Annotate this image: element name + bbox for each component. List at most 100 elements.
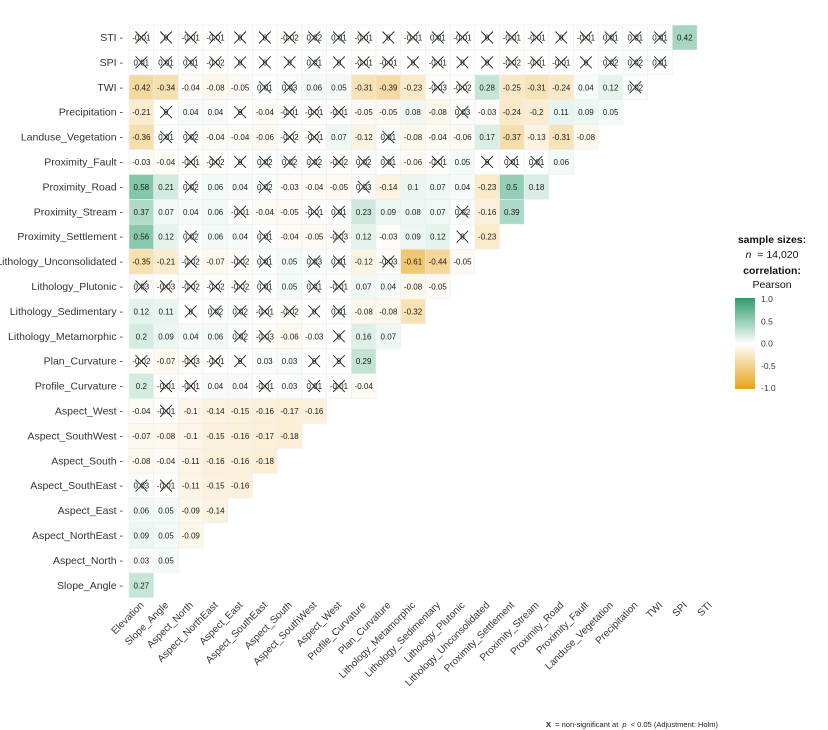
heatmap-cell: -0.08 xyxy=(128,447,155,474)
cell-value: -0.07 xyxy=(132,432,151,441)
cell-rect xyxy=(227,373,253,399)
cell-value: 0.12 xyxy=(134,307,150,316)
cell-value: -0.04 xyxy=(182,83,201,92)
non-significant-cross xyxy=(332,56,346,69)
cell-value: -0.35 xyxy=(132,258,151,267)
heatmap-cell: -0.08 xyxy=(425,99,451,125)
cell-rect xyxy=(128,572,155,598)
heatmap-cell: -0.16 xyxy=(227,447,253,474)
heatmap-cell: 0.05 xyxy=(153,497,179,524)
heatmap-cell: -0.08 xyxy=(375,298,402,325)
heatmap-cell: -0.31 xyxy=(548,124,574,150)
cell-value: -0.11 xyxy=(182,457,200,466)
cell-rect xyxy=(597,74,624,101)
heatmap-cell: 0.02 xyxy=(350,149,377,175)
non-significant-cross xyxy=(308,105,321,119)
heatmap-cell: -0.15 xyxy=(202,423,229,449)
non-significant-cross xyxy=(283,130,296,144)
heatmap-cell: -0.15 xyxy=(202,472,229,499)
cell-value: -0.06 xyxy=(404,158,423,167)
cell-value: -0.06 xyxy=(280,332,299,341)
non-significant-cross xyxy=(159,280,173,293)
y-label: Lithology_Unconsolidated - xyxy=(0,256,123,268)
heatmap-cell: 0.02 xyxy=(276,149,303,175)
heatmap-cell: 0.05 xyxy=(597,99,624,125)
heatmap-cell: -0.32 xyxy=(400,298,426,325)
heatmap-cell: 0.01 xyxy=(326,248,352,275)
cell-value: 0.2 xyxy=(136,382,148,391)
non-significant-cross xyxy=(283,155,296,169)
cell-value: -0.04 xyxy=(206,133,225,142)
cell-value: -0.06 xyxy=(256,133,275,142)
heatmap-cell: 0.04 xyxy=(202,99,229,125)
legend-tick-label: 1.0 xyxy=(761,294,773,304)
cell-value: -0.04 xyxy=(256,208,275,217)
cell-value: 0.05 xyxy=(603,108,619,117)
cell-rect xyxy=(301,174,327,200)
cell-value: -0.2 xyxy=(530,108,544,117)
cell-value: 0.08 xyxy=(405,108,421,117)
cell-value: -0.08 xyxy=(577,133,596,142)
cell-value: 0.04 xyxy=(578,83,594,92)
heatmap-cell: 0.42 xyxy=(672,24,698,51)
heatmap-cell: 0.18 xyxy=(523,174,550,200)
heatmap-cell: 0.03 xyxy=(350,174,377,200)
cell-rect xyxy=(425,199,451,225)
cell-value: 0.29 xyxy=(356,357,372,366)
cell-value: -0.1 xyxy=(184,432,198,441)
heatmap-cell: 0.06 xyxy=(548,149,574,175)
non-significant-cross xyxy=(308,305,321,318)
heatmap-cell: -0.01 xyxy=(153,373,179,399)
cell-rect xyxy=(499,174,525,200)
cell-rect xyxy=(326,74,352,101)
non-significant-cross xyxy=(431,80,444,94)
non-significant-cross xyxy=(332,230,346,243)
heatmap-cell: -0.16 xyxy=(227,472,253,499)
non-significant-cross xyxy=(135,31,148,44)
cell-value: 0.05 xyxy=(331,83,347,92)
non-significant-cross xyxy=(184,354,197,368)
heatmap-cell: -0.02 xyxy=(227,273,253,300)
heatmap-cell: 0.01 xyxy=(301,273,327,300)
heatmap-cell: 0.04 xyxy=(178,99,204,125)
heatmap-cell: 0.05 xyxy=(326,74,352,101)
non-significant-cross xyxy=(258,280,272,293)
cell-value: -0.15 xyxy=(231,407,250,416)
heatmap-cell: 0.16 xyxy=(350,323,377,349)
cell-rect xyxy=(128,174,155,200)
heatmap-cell: -0.08 xyxy=(202,74,229,101)
non-significant-cross xyxy=(530,155,543,169)
non-significant-cross xyxy=(530,31,543,44)
cell-value: 0.05 xyxy=(282,258,298,267)
cell-value: -0.16 xyxy=(206,457,225,466)
heatmap-cell: 0.56 xyxy=(128,223,155,250)
non-significant-cross xyxy=(382,255,395,268)
cell-value: 0.09 xyxy=(158,332,174,341)
cell-value: -0.16 xyxy=(305,407,324,416)
cell-rect xyxy=(276,248,303,275)
heatmap-cell: 0.03 xyxy=(276,348,303,374)
heatmap-cell: -0.02 xyxy=(178,273,204,300)
cell-value: -0.05 xyxy=(453,258,472,267)
caption-p: p xyxy=(621,720,626,729)
cell-rect xyxy=(227,174,253,200)
heatmap-cell: -0.01 xyxy=(202,348,229,374)
non-significant-cross xyxy=(332,255,346,268)
heatmap-cell: -0.01 xyxy=(128,24,155,51)
non-significant-cross xyxy=(357,155,370,169)
non-significant-cross xyxy=(233,305,247,318)
non-significant-cross xyxy=(604,31,617,44)
heatmap-cell: 0.39 xyxy=(499,199,525,225)
heatmap-cell: 0.01 xyxy=(153,49,179,76)
cell-rect xyxy=(153,298,179,325)
heatmap-cell: 0 xyxy=(227,49,253,76)
cell-rect xyxy=(425,223,451,250)
cell-rect xyxy=(474,223,500,250)
cell-value: -0.23 xyxy=(404,83,423,92)
heatmap-cell: -0.03 xyxy=(474,99,500,125)
cell-value: -0.17 xyxy=(280,407,299,416)
non-significant-cross xyxy=(159,479,173,492)
cell-value: -0.61 xyxy=(404,258,423,267)
heatmap-cell: 0.01 xyxy=(252,248,278,275)
heatmap-cell: -0.05 xyxy=(326,174,352,200)
